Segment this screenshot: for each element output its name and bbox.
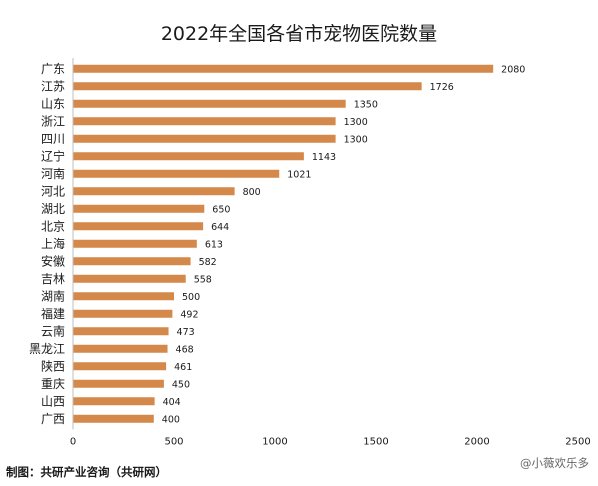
category-label: 辽宁 (41, 148, 65, 163)
category-label: 河南 (41, 166, 65, 181)
value-label: 1300 (344, 117, 368, 128)
value-label: 800 (243, 187, 261, 198)
bar-17 (73, 362, 167, 371)
bar-12 (73, 274, 186, 283)
category-label: 四川 (41, 132, 65, 146)
x-tick-label: 1000 (262, 437, 287, 448)
category-label: 浙江 (41, 114, 65, 128)
bar-8 (73, 204, 205, 213)
x-tick-label: 2500 (565, 437, 590, 448)
category-label: 上海 (41, 236, 65, 251)
value-label: 2080 (501, 64, 525, 75)
value-label: 1300 (344, 134, 368, 145)
bar-20 (73, 414, 154, 423)
category-label: 湖南 (41, 288, 65, 303)
value-label: 558 (194, 274, 212, 285)
x-tick-label: 0 (70, 437, 76, 448)
bar-10 (73, 239, 197, 248)
source-note: 制图：共研产业咨询（共研网） (6, 465, 167, 479)
plot-area: 广东 2080 江苏 1726 山东 1350 浙江 1300 四川 1300 辽宁 1143 河南 10… (29, 58, 591, 448)
value-label: 461 (174, 362, 192, 373)
bar-7 (73, 187, 235, 196)
value-label: 468 (176, 344, 194, 355)
bar-11 (73, 257, 191, 266)
category-label: 广西 (41, 412, 65, 426)
bar-16 (73, 344, 168, 353)
x-tick-label: 500 (164, 437, 183, 448)
x-tick-label: 1500 (363, 437, 388, 448)
bar-14 (73, 309, 173, 318)
value-label: 450 (172, 379, 190, 390)
bar-9 (73, 222, 204, 231)
value-label: 1726 (430, 82, 454, 93)
category-label: 安徽 (41, 253, 65, 268)
category-label: 陕西 (41, 358, 65, 373)
value-label: 492 (180, 309, 198, 320)
bar-19 (73, 397, 155, 406)
category-label: 吉林 (41, 272, 65, 286)
category-label: 福建 (41, 306, 65, 321)
bar-0 (73, 64, 494, 73)
value-label: 400 (162, 414, 180, 425)
chart-title: 2022年全国各省市宠物医院数量 (161, 23, 437, 45)
bar-3 (73, 117, 336, 126)
category-label: 重庆 (41, 377, 65, 391)
category-label: 江苏 (41, 79, 65, 93)
category-label: 河北 (41, 184, 65, 198)
value-label: 1021 (287, 169, 311, 180)
bar-13 (73, 292, 174, 301)
category-label: 山东 (41, 97, 65, 111)
value-label: 650 (212, 204, 230, 215)
category-label: 北京 (41, 219, 65, 233)
value-label: 1350 (354, 99, 378, 110)
bar-6 (73, 169, 280, 178)
value-label: 500 (182, 292, 200, 303)
value-label: 1143 (312, 152, 336, 163)
x-tick-label: 2000 (464, 437, 489, 448)
category-label: 山西 (41, 394, 65, 408)
value-label: 473 (177, 327, 195, 338)
bar-15 (73, 327, 169, 336)
category-label: 广东 (41, 62, 65, 76)
value-label: 613 (205, 239, 223, 250)
category-label: 湖北 (41, 201, 65, 216)
category-label: 黑龙江 (29, 342, 65, 356)
value-label: 582 (199, 257, 217, 268)
bar-18 (73, 379, 164, 388)
bar-1 (73, 82, 422, 91)
bar-5 (73, 152, 304, 161)
category-label: 云南 (41, 323, 65, 338)
bar-4 (73, 134, 336, 143)
watermark-text: @小薇欢乐多 (520, 456, 589, 470)
bar-2 (73, 99, 346, 108)
value-label: 644 (211, 222, 229, 233)
value-label: 404 (163, 397, 181, 408)
